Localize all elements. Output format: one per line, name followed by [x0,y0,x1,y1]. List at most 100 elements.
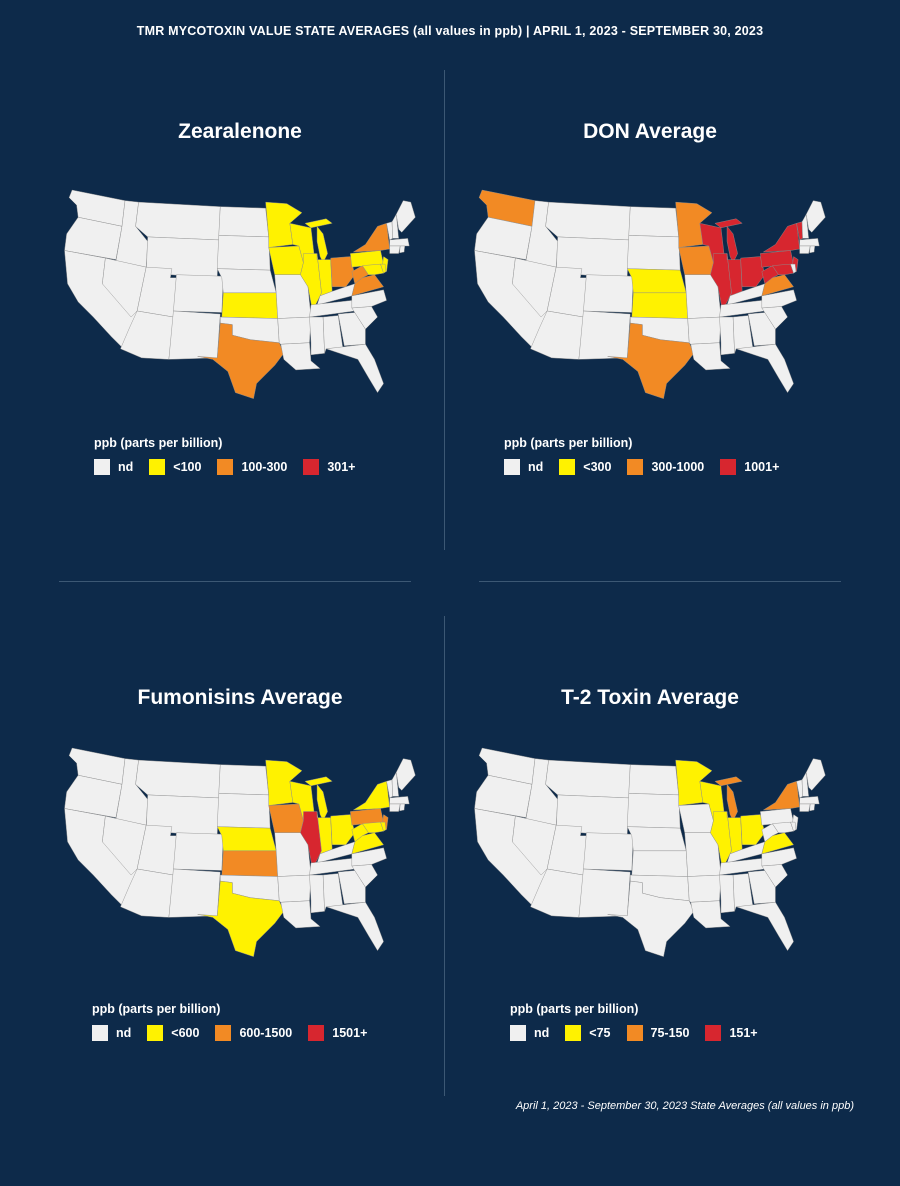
legend-label: nd [534,1026,550,1040]
legend-label: nd [528,460,544,474]
state-ri [809,245,815,254]
state-tx [607,880,694,957]
legend-label: 1001+ [744,460,780,474]
states-group [64,189,416,399]
panel-title: Zearalenone [178,120,302,143]
state-wv [761,265,779,284]
state-nm [168,310,221,360]
fumonisins-panel: Fumonisins Average ppb (parts per billio… [20,686,460,1186]
don-panel: DON Average ppb (parts per billion) nd <… [430,120,870,620]
state-la [690,342,731,371]
us-state-map [474,189,826,399]
state-ga [747,870,776,904]
state-ar [687,316,722,345]
state-ne [627,268,687,294]
legend-label: 300-1000 [651,460,705,474]
vertical-divider-top [444,70,445,550]
state-co [173,274,224,313]
state-nc [761,847,797,867]
state-co [583,832,634,871]
legend-swatch [626,1025,643,1041]
state-or [474,217,533,260]
state-nv [512,257,557,318]
state-tx [607,322,694,399]
state-me [806,200,826,233]
legend-swatch [510,1025,526,1041]
state-ne [627,826,687,852]
state-ia [268,803,304,833]
state-de [380,263,387,274]
state-nc [351,847,387,867]
state-oh [330,256,356,288]
state-sd [627,235,681,271]
legend-title: ppb (parts per billion) [504,436,633,450]
state-ga [337,312,366,346]
legend-title: ppb (parts per billion) [94,436,223,450]
legend-label: <300 [583,460,612,474]
state-me [396,758,416,791]
state-co [583,274,634,313]
legend-swatch [215,1025,232,1041]
state-or [64,775,123,818]
legend: ppb (parts per billion) nd <75 75-150 15… [510,1002,774,1041]
state-nv [512,815,557,876]
state-ma [389,238,410,247]
state-ri [809,803,815,812]
state-ct [389,245,401,254]
state-ny [763,781,800,811]
state-ny [763,223,800,253]
state-md [772,263,794,275]
state-ks [631,292,688,319]
state-tx [197,322,284,399]
legend-label: 100-300 [241,460,288,474]
state-ks [631,850,688,877]
legend-swatch [627,459,644,475]
state-ma [389,796,410,805]
us-state-map [474,747,826,957]
state-la [280,900,321,929]
state-nh [391,772,399,797]
vertical-divider-bottom [444,616,445,1096]
state-co [173,832,224,871]
legend-swatch [94,459,110,475]
legend-title: ppb (parts per billion) [510,1002,639,1016]
legend-swatch [308,1025,325,1041]
legend-swatch [559,459,576,475]
state-or [64,217,123,260]
legend-swatch [565,1025,582,1041]
state-ri [399,245,405,254]
state-ne [217,826,277,852]
state-ny [353,781,390,811]
panel-title: T-2 Toxin Average [561,686,739,709]
legend-label: 75-150 [650,1026,690,1040]
footer-note: April 1, 2023 - September 30, 2023 State… [515,1100,854,1112]
states-group [474,189,826,399]
state-mt [545,759,631,799]
state-nm [578,310,631,360]
legend-label: <600 [171,1026,200,1040]
state-ar [687,874,722,903]
state-la [280,342,321,371]
state-wv [351,265,369,284]
page-header: TMR MYCOTOXIN VALUE STATE AVERAGES (all … [136,24,764,38]
state-ms [309,316,325,356]
state-ia [678,803,714,833]
state-nh [801,772,809,797]
state-ri [399,803,405,812]
legend-swatch [504,459,520,475]
state-ma [799,796,820,805]
state-nc [351,289,387,309]
state-ct [389,803,401,812]
state-wv [351,823,369,842]
legend-swatch [705,1025,722,1041]
state-ia [268,245,304,275]
state-nd [218,764,269,796]
legend-label: 151+ [729,1026,758,1040]
state-ms [719,874,735,914]
state-sd [217,235,271,271]
legend: ppb (parts per billion) nd <100 100-300 … [94,436,371,475]
legend-label: <100 [173,460,202,474]
state-ga [337,870,366,904]
state-ks [221,850,278,877]
state-ny [353,223,390,253]
